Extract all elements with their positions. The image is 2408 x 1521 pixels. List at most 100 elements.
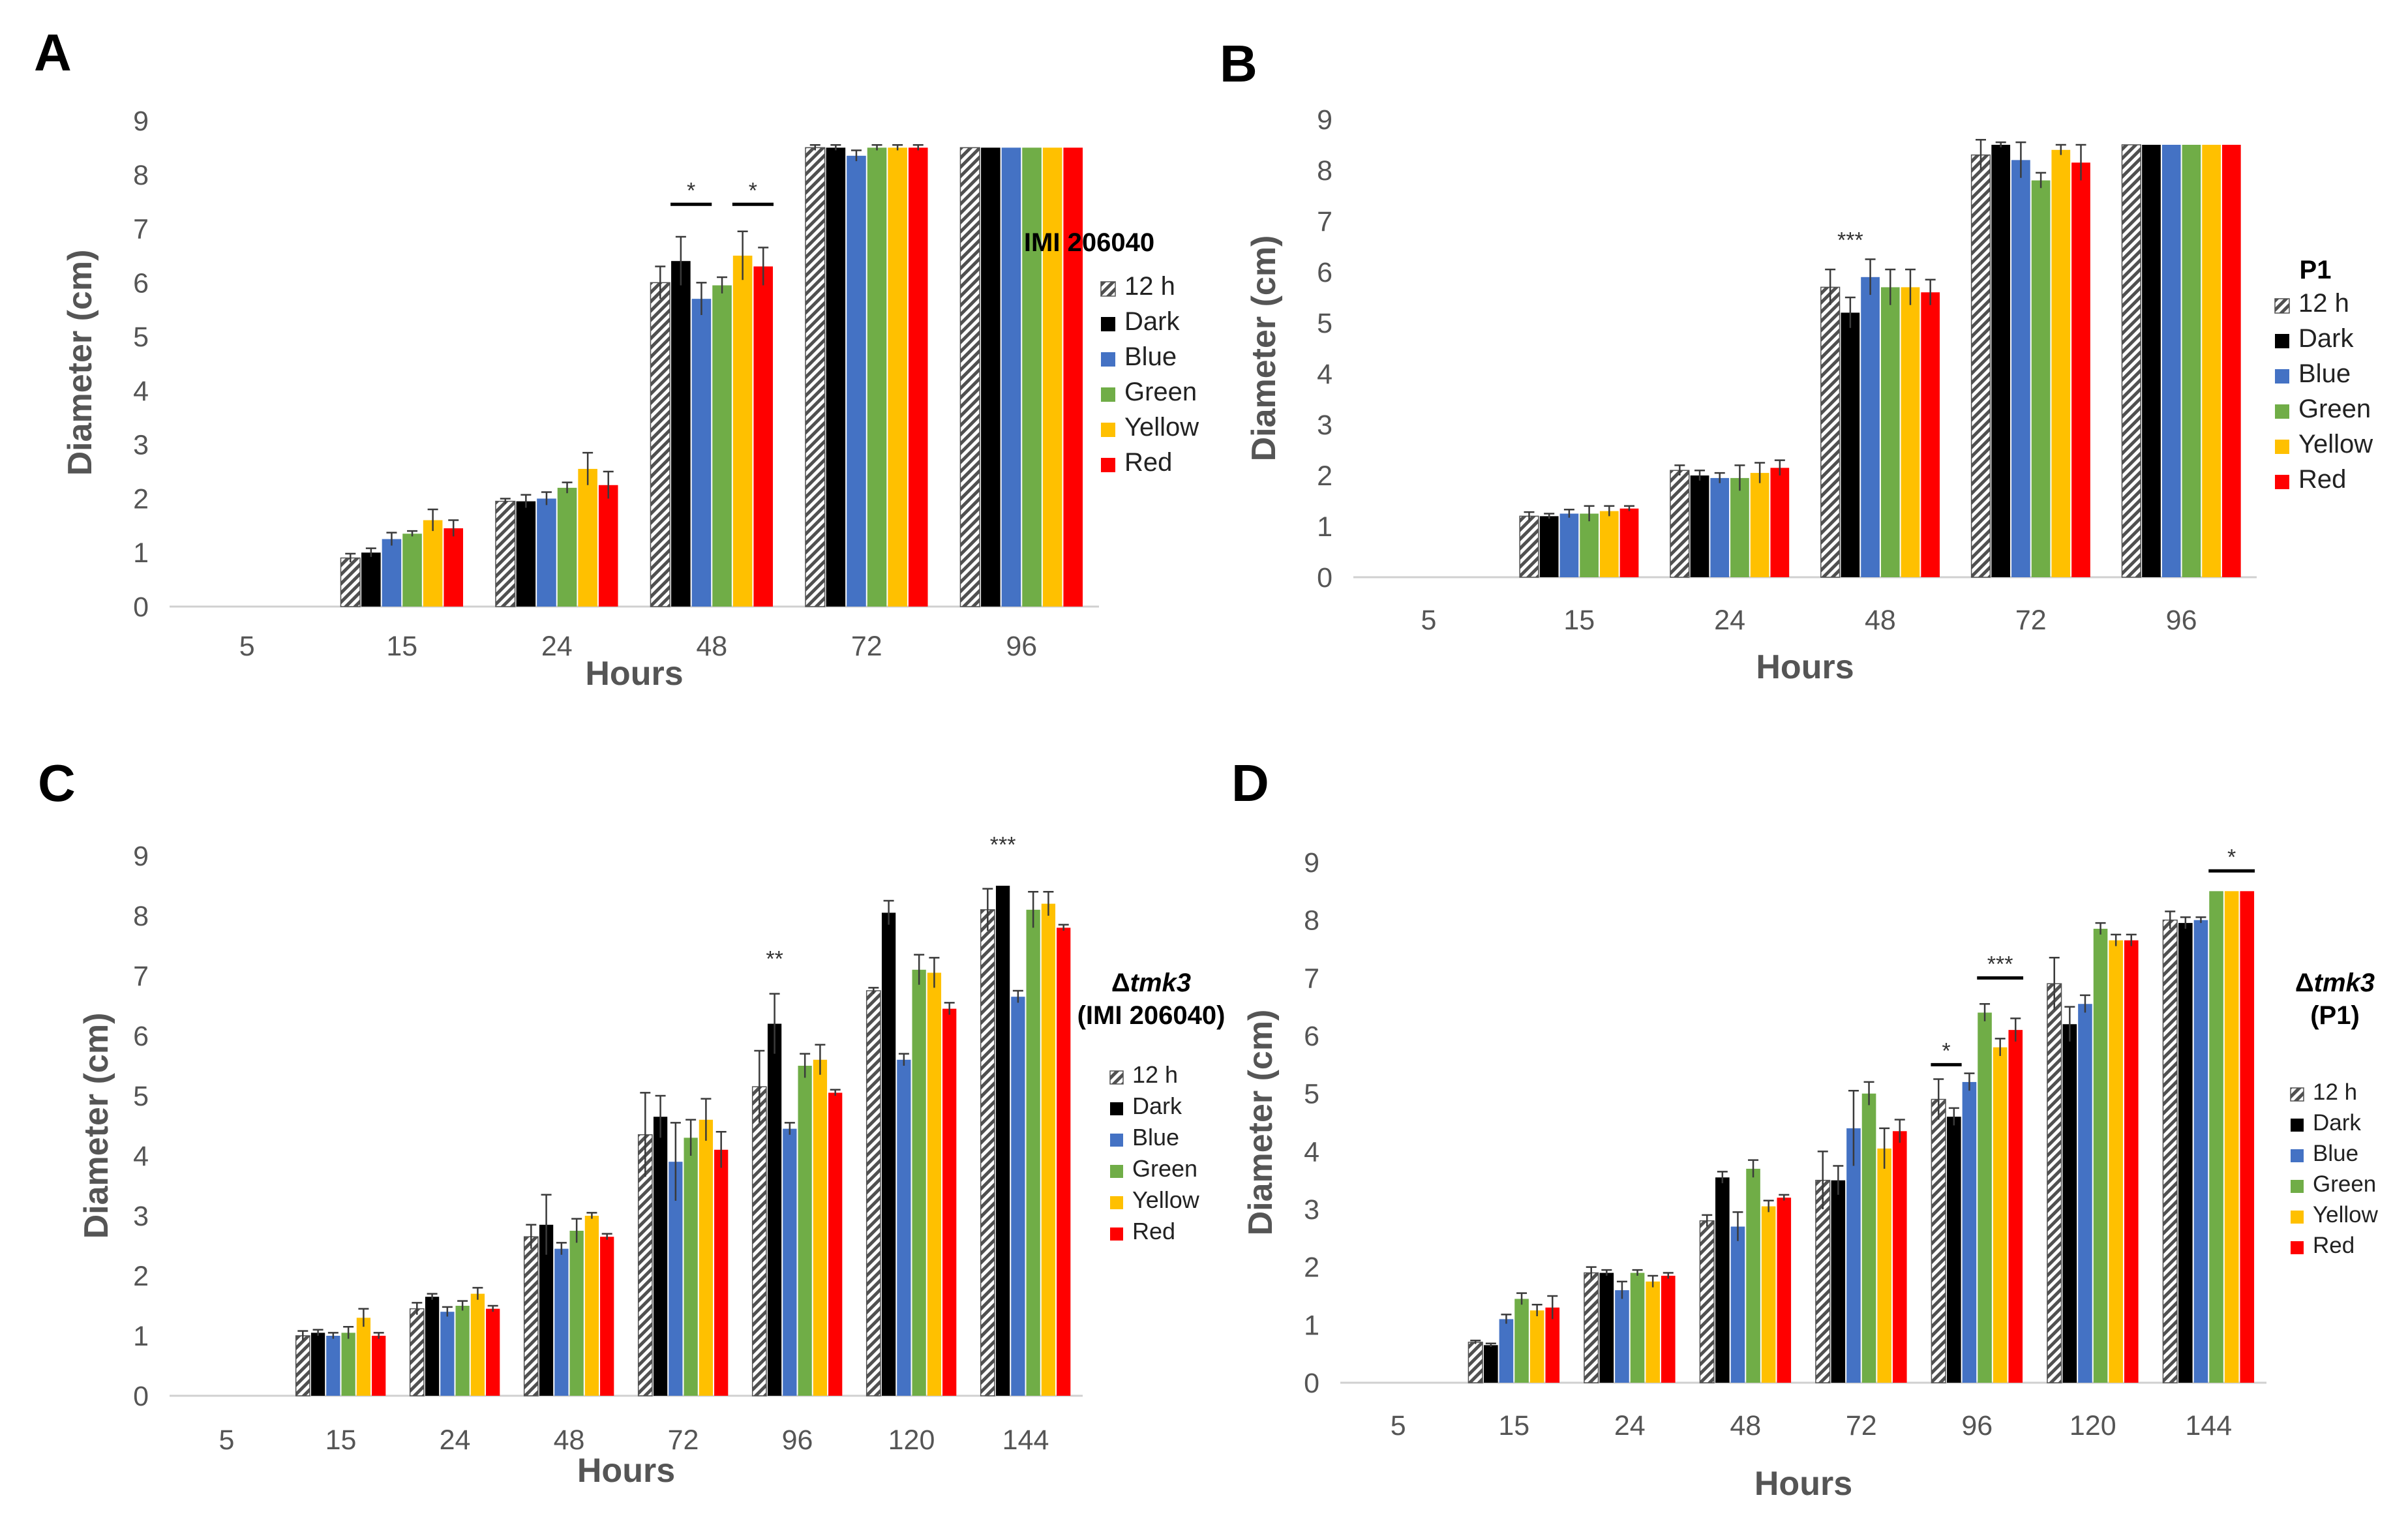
panel-b-y-axis-title: Diameter (cm) — [1245, 235, 1283, 462]
panel-d-bar-yellow-120 — [2109, 940, 2123, 1383]
panel-d-bar-green-144 — [2209, 891, 2223, 1383]
panel-b-bar-green-48 — [1880, 287, 1900, 577]
panel-d-significance-marker: *** — [1987, 952, 2013, 976]
panel-c-legend-label-red: Red — [1132, 1218, 1175, 1244]
panel-b-bar-red-24 — [1770, 468, 1790, 577]
panel-c-bar-12-h-15 — [295, 1335, 310, 1396]
panel-c-y-tick-label: 9 — [133, 841, 149, 872]
panel-b-bar-green-96 — [2182, 145, 2201, 577]
panel-a-y-tick-label: 0 — [133, 592, 149, 623]
panel-b-bar-dark-72 — [1991, 145, 2011, 577]
panel-c-bar-green-24 — [455, 1306, 470, 1396]
panel-d-y-tick-label: 5 — [1304, 1079, 1319, 1110]
panel-a-legend-label-green: Green — [1124, 378, 1197, 406]
panel-a-legend-label-yellow: Yellow — [1124, 413, 1199, 442]
panel-c-legend-swatch-green — [1110, 1165, 1123, 1178]
panel-b-y-tick-label: 9 — [1317, 104, 1332, 136]
panel-b-bar-12-h-72 — [1970, 154, 1991, 578]
panel-d-x-tick-label: 15 — [1498, 1410, 1529, 1441]
panel-b-significance-marker: *** — [1837, 228, 1863, 253]
panel-a-y-tick-label: 6 — [133, 267, 149, 299]
panel-b-bar-blue-15 — [1559, 513, 1579, 577]
panel-c-bar-blue-144 — [1011, 997, 1025, 1396]
panel-d-bar-red-24 — [1661, 1275, 1676, 1383]
panel-c-bar-yellow-72 — [699, 1119, 714, 1396]
panel-d-bar-red-72 — [1892, 1131, 1907, 1383]
panel-a-bar-green-48 — [712, 285, 732, 607]
panel-b-bar-yellow-24 — [1750, 473, 1769, 577]
panel-a-bar-blue-96 — [1001, 147, 1021, 607]
panel-d-legend-swatch-dark — [2291, 1119, 2304, 1132]
panel-b-bar-green-72 — [2031, 180, 2051, 578]
panel-c-bar-blue-24 — [440, 1312, 455, 1396]
panel-b-x-tick-label: 15 — [1563, 605, 1595, 636]
panel-b-legend-label-red: Red — [2298, 465, 2346, 494]
panel-b-bar-blue-72 — [2011, 160, 2030, 577]
panel-a-x-tick-label: 5 — [239, 631, 255, 662]
panel-c-bar-red-144 — [1057, 927, 1071, 1396]
panel-c-bar-green-120 — [912, 969, 926, 1396]
panel-c-legend-swatch-dark — [1110, 1102, 1123, 1115]
panel-d-x-tick-label: 96 — [1961, 1410, 1993, 1441]
panel-a-bar-green-72 — [867, 147, 887, 607]
panel-c-legend-swatch-blue — [1110, 1134, 1123, 1147]
panel-a-y-tick-label: 1 — [133, 537, 149, 569]
panel-b-bar-yellow-96 — [2202, 145, 2221, 577]
panel-a-bar-blue-72 — [847, 155, 866, 607]
panel-c-x-tick-label: 15 — [325, 1424, 357, 1456]
panel-c-bar-yellow-96 — [813, 1059, 828, 1396]
panel-b-x-tick-label: 5 — [1421, 605, 1436, 636]
panel-c-x-axis-title: Hours — [577, 1452, 675, 1490]
panel-b-bar-blue-24 — [1710, 477, 1730, 577]
panel-d-bar-green-15 — [1514, 1299, 1529, 1383]
panel-b-y-tick-label: 8 — [1317, 155, 1332, 187]
panel-c-bar-blue-15 — [326, 1336, 340, 1396]
panel-d-x-tick-label: 5 — [1391, 1410, 1406, 1441]
panel-d-bar-blue-144 — [2193, 920, 2208, 1383]
panel-d-x-tick-label: 72 — [1846, 1410, 1877, 1441]
panel-c-legend-label-yellow: Yellow — [1132, 1186, 1200, 1213]
panel-a-legend-swatch-yellow — [1101, 423, 1115, 437]
panel-b-legend-swatch-blue — [2275, 369, 2289, 384]
panel-b-bar-red-96 — [2221, 145, 2241, 577]
panel-letter-d: D — [1231, 754, 1269, 812]
panel-d-y-axis-title: Diameter (cm) — [1242, 1010, 1280, 1236]
panel-a-bar-dark-15 — [361, 552, 381, 607]
panel-d-x-tick-label: 144 — [2185, 1410, 2232, 1441]
panel-c-bar-red-72 — [714, 1149, 729, 1396]
panel-b-bar-blue-48 — [1861, 277, 1880, 577]
panel-a-x-tick-label: 24 — [541, 631, 573, 662]
panel-b-bar-green-15 — [1580, 513, 1599, 577]
panel-b-y-tick-label: 4 — [1317, 359, 1332, 390]
panel-b-bar-red-72 — [2071, 162, 2090, 578]
panel-b-y-tick-label: 2 — [1317, 460, 1332, 492]
panel-b-bar-dark-48 — [1841, 312, 1860, 577]
panel-a-bar-12-h-15 — [340, 557, 361, 607]
panel-d-bar-dark-72 — [1831, 1180, 1846, 1383]
panel-a-x-tick-label: 72 — [851, 631, 882, 662]
panel-c-significance-marker: *** — [990, 833, 1016, 858]
panel-b-bar-dark-24 — [1690, 475, 1709, 577]
panel-c-bar-yellow-144 — [1041, 903, 1056, 1396]
panel-d-y-tick-label: 6 — [1304, 1021, 1319, 1052]
panel-c-legend-swatch-red — [1110, 1227, 1123, 1241]
panel-d-y-tick-label: 4 — [1304, 1136, 1319, 1167]
panel-d-bar-red-15 — [1545, 1307, 1560, 1383]
panel-c-x-tick-label: 5 — [219, 1424, 235, 1456]
panel-d-bar-12-h-48 — [1699, 1220, 1715, 1383]
panel-d-bar-red-96 — [2008, 1030, 2023, 1383]
panel-c-bar-green-144 — [1026, 909, 1040, 1396]
panel-d-y-tick-label: 2 — [1304, 1252, 1319, 1284]
panel-d-bar-12-h-120 — [2047, 983, 2062, 1383]
panel-letter-c: C — [38, 754, 76, 812]
panel-a-x-axis-title: Hours — [585, 655, 683, 693]
panel-c-y-tick-label: 3 — [133, 1201, 149, 1232]
panel-d-bar-green-120 — [2093, 928, 2108, 1383]
panel-b-legend-label-green: Green — [2298, 395, 2371, 423]
panel-d-bar-yellow-48 — [1761, 1206, 1776, 1383]
panel-b-bar-dark-96 — [2142, 145, 2161, 577]
panel-d-bar-dark-144 — [2178, 923, 2193, 1383]
panel-d-bar-green-96 — [1978, 1012, 1992, 1383]
panel-d-legend-swatch-yellow — [2291, 1211, 2304, 1224]
panel-b-bar-12-h-96 — [2121, 144, 2141, 578]
